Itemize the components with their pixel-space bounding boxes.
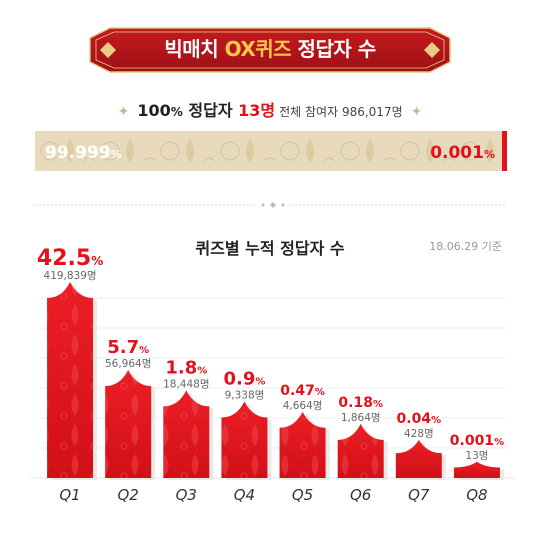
summary-label: 정답자 (182, 101, 239, 120)
summary-participants: 전체 참여자 986,017명 (279, 105, 403, 119)
chart-title: 퀴즈별 누적 정답자 수 (195, 239, 345, 258)
bar-q8 (453, 461, 500, 478)
sparkle-icon: ✦ (410, 104, 423, 120)
percent-label: 5.7% (107, 337, 149, 358)
x-tick-label: Q5 (292, 486, 313, 504)
percent-unit: % (139, 345, 149, 356)
banner-ornament-right (424, 42, 440, 58)
percent-label: 42.5% (37, 246, 103, 271)
x-tick-label: Q4 (234, 486, 255, 504)
bar-pattern (279, 411, 326, 478)
percent-unit: % (373, 399, 383, 410)
count-label: 1,864명 (341, 412, 381, 424)
percent-unit: % (255, 376, 265, 387)
count-label: 18,448명 (163, 378, 209, 390)
bar-pattern (221, 401, 268, 478)
x-tick-label: Q3 (176, 486, 197, 504)
banner-ribbon (89, 27, 451, 73)
ratio-bar-minority (502, 131, 507, 171)
count-label: 419,839명 (44, 270, 97, 282)
percent-unit: % (197, 365, 207, 376)
banner-title: 빅매치 OX퀴즈 정답자 수 (164, 37, 376, 61)
percent-unit: % (431, 415, 441, 426)
summary-line: ✦ 100% 정답자 13명 전체 참여자 986,017명 ✦ (0, 97, 540, 121)
bar-pattern (105, 370, 152, 478)
sparkle-icon: ✦ (117, 104, 130, 120)
divider (35, 202, 505, 208)
x-tick-label: Q2 (118, 486, 139, 504)
bar-pattern (47, 282, 94, 478)
bar-pattern (337, 423, 384, 478)
percent-label: 0.47% (280, 383, 325, 399)
banner-inner-border (95, 31, 445, 69)
banner-ornament-left (100, 42, 116, 58)
banner-title-highlight: OX퀴즈 (224, 37, 292, 61)
x-tick-label: Q7 (408, 486, 430, 504)
count-label: 428명 (404, 428, 434, 440)
ratio-bar-majority (35, 131, 507, 171)
bar-pattern (163, 390, 210, 478)
ratio-right-label: 0.001% (430, 143, 495, 163)
percent-label: 0.18% (338, 395, 383, 411)
count-label: 13명 (465, 450, 488, 462)
bar-q7 (395, 439, 442, 478)
percent-label: 0.04% (397, 411, 442, 427)
count-label: 56,964명 (105, 358, 151, 370)
percent-label: 0.9% (223, 368, 265, 389)
x-tick-label: Q6 (350, 486, 371, 504)
chart-date: 18.06.29 기준 (429, 240, 502, 253)
title-banner (89, 27, 451, 73)
summary-count: 13명 (238, 101, 276, 120)
percent-label: 0.001% (450, 433, 504, 449)
percent-unit: % (494, 437, 504, 448)
summary-percent: 100 (137, 101, 171, 120)
count-label: 9,338명 (225, 389, 265, 401)
summary-percent-unit: % (170, 105, 183, 119)
count-label: 4,664명 (283, 400, 323, 412)
ratio-bar (35, 131, 507, 171)
percent-unit: % (91, 254, 103, 268)
x-tick-label: Q8 (466, 486, 487, 504)
percent-label: 1.8% (165, 357, 207, 378)
x-tick-label: Q1 (59, 486, 80, 504)
ratio-left-label: 99.999% (45, 143, 122, 163)
percent-unit: % (315, 387, 325, 398)
